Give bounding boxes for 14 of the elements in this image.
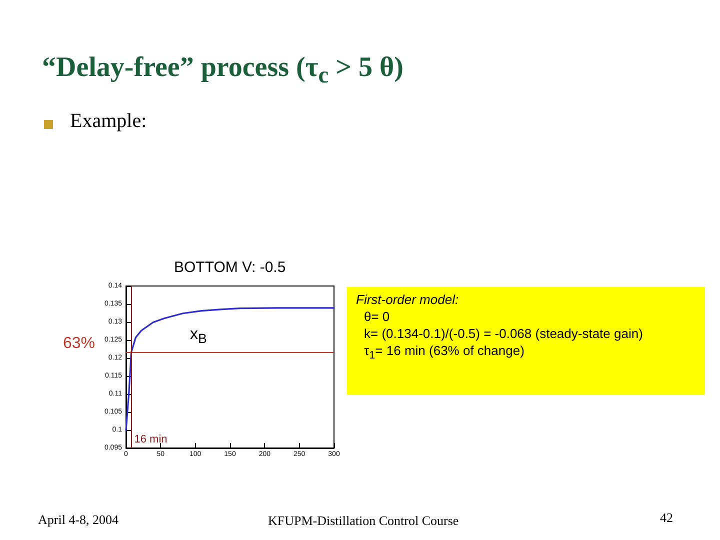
text: BOTTOM V: -0.5 [174, 259, 286, 276]
text: θ= 0 [364, 309, 390, 324]
line-series [125, 307, 335, 431]
text: 63% [63, 335, 96, 353]
text: KFUPM-Distillation Control Course [268, 513, 459, 529]
annotation: x$_{B}$ [190, 326, 207, 346]
text: k= (0.134-0.1)/(-0.5) = -0.068 (steady-state gain) [364, 326, 643, 341]
chart-title: “Delay-free” process (τ$_{c}$ > 5 θ) [42, 52, 404, 90]
chart-subtitle: Example: [70, 110, 147, 133]
text: April 4-8, 2004 [38, 512, 119, 528]
text: τ$_{1}$= 16 min (63% of change) [364, 343, 524, 362]
ref-line-label: 16 min [134, 434, 168, 446]
text: First-order model: [356, 292, 459, 307]
text: 42 [660, 510, 673, 526]
